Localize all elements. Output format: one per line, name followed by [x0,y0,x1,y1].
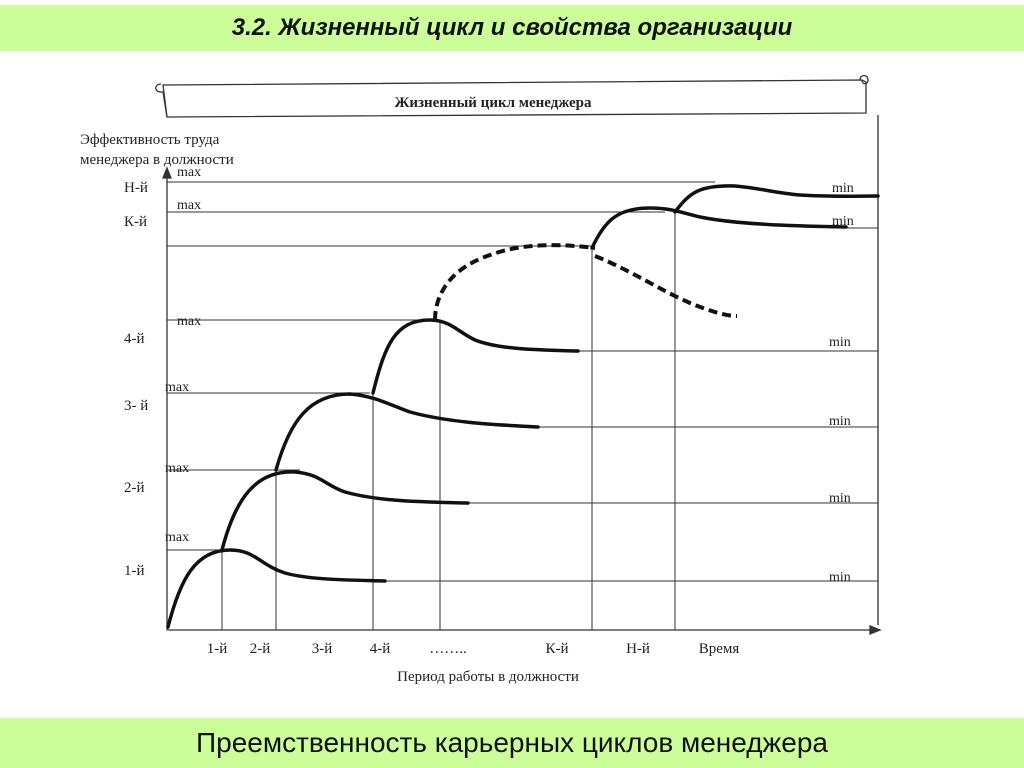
curve-2 [220,470,470,552]
dashed-rise [433,243,596,321]
max-label-1: max [165,530,189,545]
y-axis-label-line1: Эффективность труда [80,132,220,148]
period-label-3: 3-й [312,641,333,657]
curve-4 [371,318,580,395]
level-labels: Н-й К-й 4-й 3- й 2-й 1-й [124,180,148,579]
scroll-title: Жизненный цикл менеджера [394,95,592,111]
curve-3 [274,392,540,472]
min-label-3: min [829,414,851,429]
slide-footer: Преемственность карьерных циклов менедже… [196,727,828,758]
title-band [0,5,1024,51]
period-label-4: 4-й [370,641,391,657]
footer-band [0,718,1024,768]
curve-k [590,206,848,250]
dashed-curves [433,243,738,321]
x-axis-label: Период работы в должности [397,669,579,685]
period-label-time: Время [699,641,740,657]
max-label-2: max [165,461,189,476]
period-label-k: К-й [545,641,568,657]
scroll-banner: Жизненный цикл менеджера [155,74,869,118]
max-label-n: max [177,165,201,180]
curve-n [673,184,880,214]
period-label-2: 2-й [250,641,271,657]
period-label-n: Н-й [626,641,650,657]
min-label-4: min [829,335,851,350]
min-labels: min min min min min min [829,181,854,585]
max-label-4: max [177,314,201,329]
min-label-2: min [829,491,851,506]
y-axis-label-line2: менеджера в должности [80,152,234,168]
curve-1 [166,548,387,629]
period-label-ellipsis: …….. [429,641,467,657]
level-label-1: 1-й [124,563,145,579]
level-lines [167,181,878,582]
level-label-3: 3- й [124,398,148,414]
axis-labels: Эффективность труда менеджера в должност… [80,132,579,685]
max-labels: max max max max max max [165,165,201,545]
min-label-k: min [832,214,854,229]
dashed-decline [594,254,738,318]
level-label-n: Н-й [124,180,148,196]
max-label-3: max [165,380,189,395]
level-label-k: К-й [124,214,147,230]
period-labels: 1-й 2-й 3-й 4-й …….. К-й Н-й Время [207,641,740,657]
max-label-k: max [177,198,201,213]
period-label-1: 1-й [207,641,228,657]
level-label-4: 4-й [124,331,145,347]
period-lines [221,212,676,630]
min-label-n: min [832,181,854,196]
level-label-2: 2-й [124,480,145,496]
axes [162,115,882,635]
min-label-1: min [829,570,851,585]
slide-title: 3.2. Жизненный цикл и свойства организац… [231,14,793,41]
career-curves [166,184,880,629]
